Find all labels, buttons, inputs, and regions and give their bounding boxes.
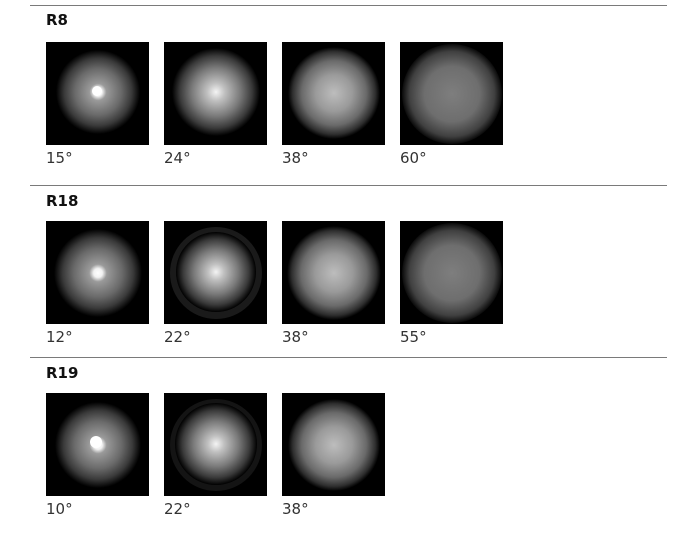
beam-angle-label: 12° [46, 328, 73, 346]
beam-image [164, 393, 267, 496]
beam-tile: 60° [400, 42, 503, 167]
beam-image [164, 221, 267, 324]
beam-angle-label: 38° [282, 500, 309, 518]
beam-tile: 55° [400, 221, 503, 346]
beam-image [400, 221, 503, 324]
beam-tile: 38° [282, 221, 385, 346]
beam-image [400, 42, 503, 145]
beam-tile: 38° [282, 42, 385, 167]
beam-image [46, 221, 149, 324]
beam-image [46, 42, 149, 145]
divider [30, 185, 667, 186]
beam-angle-label: 10° [46, 500, 73, 518]
section-title: R18 [46, 192, 79, 210]
beam-angle-label: 60° [400, 149, 427, 167]
beam-tile: 22° [164, 393, 267, 518]
beam-tile: 12° [46, 221, 149, 346]
section-r18: R18 12° 22° 38° 55° [30, 185, 667, 357]
section-title: R19 [46, 364, 79, 382]
beam-image [282, 42, 385, 145]
beam-angle-label: 38° [282, 149, 309, 167]
beam-angle-label: 55° [400, 328, 427, 346]
section-r8: R8 15° 24° 38° 60° [30, 5, 667, 185]
beam-tile: 38° [282, 393, 385, 518]
divider [30, 357, 667, 358]
beam-image [46, 393, 149, 496]
beam-tile: 10° [46, 393, 149, 518]
beam-image [164, 42, 267, 145]
beam-row: 10° 22° 38° [46, 393, 400, 518]
beam-angle-label: 15° [46, 149, 73, 167]
beam-angle-label: 24° [164, 149, 191, 167]
beam-angle-label: 22° [164, 500, 191, 518]
beam-row: 15° 24° 38° 60° [46, 42, 518, 167]
beam-tile: 24° [164, 42, 267, 167]
section-r19: R19 10° 22° 38° [30, 357, 667, 537]
beam-tile: 15° [46, 42, 149, 167]
beam-row: 12° 22° 38° 55° [46, 221, 518, 346]
beam-angle-label: 22° [164, 328, 191, 346]
beam-angle-label: 38° [282, 328, 309, 346]
divider [30, 5, 667, 6]
beam-tile: 22° [164, 221, 267, 346]
beam-image [282, 221, 385, 324]
section-title: R8 [46, 11, 68, 29]
beam-image [282, 393, 385, 496]
